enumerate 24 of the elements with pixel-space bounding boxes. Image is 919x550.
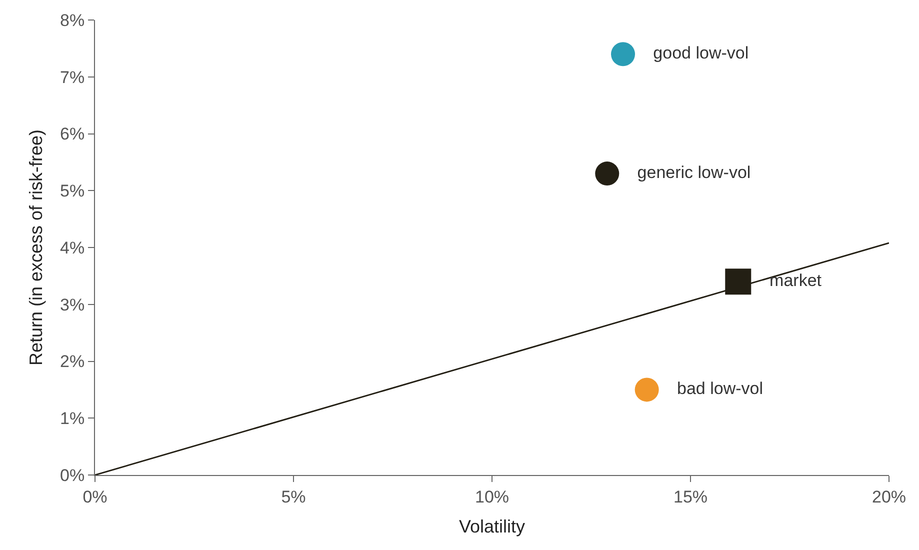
y-tick-label: 2% [60, 352, 85, 372]
point [634, 378, 659, 402]
y-tick-label: 5% [60, 182, 85, 201]
series-label: bad low-vol [662, 378, 763, 398]
y-tick-label: 3% [60, 295, 85, 314]
x-tick-label: 0% [82, 487, 108, 506]
y-tick-label: 7% [60, 68, 85, 87]
y-tick-label: 4% [60, 238, 85, 258]
point [611, 42, 636, 66]
x-tick-label: 20% [872, 487, 906, 506]
y-tick-label: 0% [60, 466, 85, 485]
x-tick-label: 5% [281, 487, 306, 506]
x-tick-label: 15% [673, 487, 708, 506]
series-label: market [755, 270, 822, 290]
y-tick-label: 8% [60, 10, 85, 30]
point [725, 268, 752, 295]
y-tick-label: 6% [60, 124, 85, 144]
point [595, 162, 620, 186]
series-label: generic low-vol [623, 162, 751, 182]
y-tick-label: 1% [60, 409, 85, 428]
x-tick-label: 10% [474, 487, 510, 506]
y-axis-title: Return (in excess of risk-free) [26, 129, 46, 366]
series-label: good low-vol [639, 43, 749, 62]
x-axis-title: Volatility [458, 516, 526, 536]
